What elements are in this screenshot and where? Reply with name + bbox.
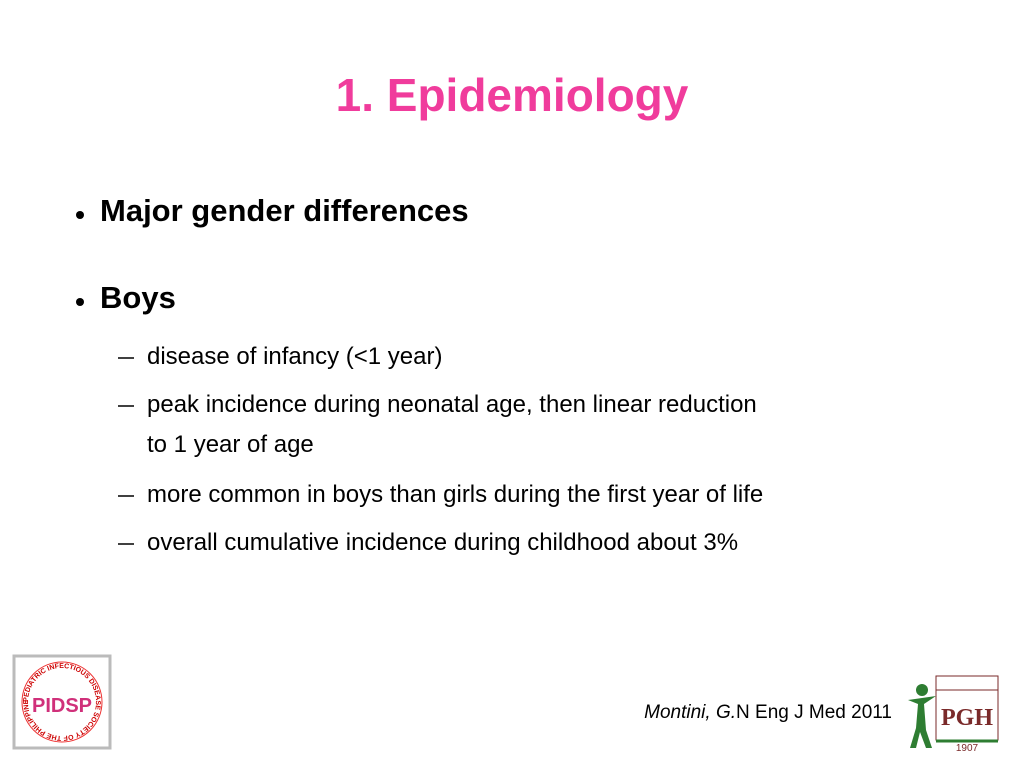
logo-ring bbox=[21, 661, 103, 743]
citation: Montini, G.N Eng J Med 2011 bbox=[644, 702, 892, 724]
logo-left-text: PIDSP bbox=[32, 695, 92, 717]
bullet-dot bbox=[76, 298, 84, 306]
logo-right-text: PGH bbox=[941, 705, 993, 731]
sub-bullet-text: disease of infancy (<1 year) bbox=[147, 343, 443, 370]
bullet-text: Major gender differences bbox=[100, 193, 469, 228]
logo-right bbox=[908, 675, 999, 748]
sub-bullet-text: more common in boys than girls during th… bbox=[147, 481, 764, 508]
sub-bullet-text: overall cumulative incidence during chil… bbox=[147, 529, 739, 556]
sub-bullet-text: to 1 year of age bbox=[147, 431, 314, 458]
bullet-text: Boys bbox=[100, 280, 176, 315]
slide-title: 1. Epidemiology bbox=[335, 69, 689, 121]
citation-author: Montini, G. bbox=[644, 702, 737, 723]
citation-source: N Eng J Med 2011 bbox=[736, 702, 892, 723]
logo-right-year: 1907 bbox=[956, 743, 979, 754]
sub-bullet-text: peak incidence during neonatal age, then… bbox=[147, 391, 757, 418]
bullet-dot bbox=[76, 211, 84, 219]
